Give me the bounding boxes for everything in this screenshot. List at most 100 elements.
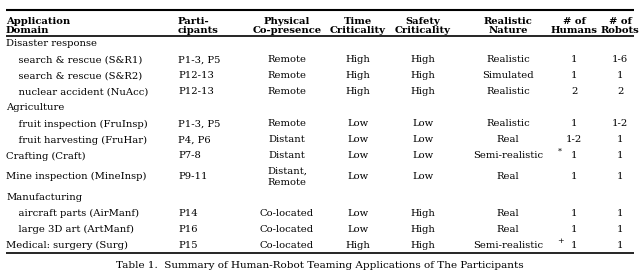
Text: Crafting (Craft): Crafting (Craft) — [6, 152, 86, 160]
Text: Criticality: Criticality — [330, 26, 386, 35]
Text: Remote: Remote — [268, 88, 307, 97]
Text: P7-8: P7-8 — [178, 152, 201, 160]
Text: Semi-realistic: Semi-realistic — [473, 152, 543, 160]
Text: fruit harvesting (FruHar): fruit harvesting (FruHar) — [6, 135, 147, 144]
Text: Low: Low — [348, 172, 369, 181]
Text: large 3D art (ArtManf): large 3D art (ArtManf) — [6, 224, 134, 234]
Text: Simulated: Simulated — [482, 72, 534, 81]
Text: Medical: surgery (Surg): Medical: surgery (Surg) — [6, 240, 128, 250]
Text: Robots: Robots — [600, 26, 639, 35]
Text: P4, P6: P4, P6 — [178, 135, 211, 144]
Text: 1: 1 — [617, 135, 623, 144]
Text: 2: 2 — [617, 88, 623, 97]
Text: 1: 1 — [617, 72, 623, 81]
Text: Realistic: Realistic — [484, 17, 532, 26]
Text: Realistic: Realistic — [486, 119, 530, 128]
Text: Low: Low — [348, 224, 369, 233]
Text: High: High — [411, 72, 435, 81]
Text: 1: 1 — [571, 209, 577, 218]
Text: 1: 1 — [617, 240, 623, 249]
Text: Realistic: Realistic — [486, 55, 530, 64]
Text: search & rescue (S&R1): search & rescue (S&R1) — [6, 55, 142, 64]
Text: fruit inspection (FruInsp): fruit inspection (FruInsp) — [6, 119, 148, 129]
Text: 1: 1 — [617, 172, 623, 181]
Text: Low: Low — [412, 119, 433, 128]
Text: P1-3, P5: P1-3, P5 — [178, 119, 221, 128]
Text: Application: Application — [6, 17, 70, 26]
Text: High: High — [411, 209, 435, 218]
Text: Time: Time — [344, 17, 372, 26]
Text: Manufacturing: Manufacturing — [6, 193, 82, 202]
Text: Safety: Safety — [406, 17, 440, 26]
Text: Nature: Nature — [488, 26, 528, 35]
Text: +: + — [557, 237, 563, 245]
Text: Distant: Distant — [269, 135, 305, 144]
Text: Remote: Remote — [268, 119, 307, 128]
Text: Co-located: Co-located — [260, 224, 314, 233]
Text: High: High — [411, 88, 435, 97]
Text: 1: 1 — [617, 209, 623, 218]
Text: 1: 1 — [571, 240, 577, 249]
Text: Co-presence: Co-presence — [252, 26, 321, 35]
Text: 1: 1 — [571, 119, 577, 128]
Text: P16: P16 — [178, 224, 198, 233]
Text: High: High — [411, 224, 435, 233]
Text: cipants: cipants — [178, 26, 219, 35]
Text: High: High — [346, 88, 371, 97]
Text: 1: 1 — [571, 55, 577, 64]
Text: Real: Real — [497, 224, 519, 233]
Text: Low: Low — [412, 135, 433, 144]
Text: Low: Low — [348, 152, 369, 160]
Text: aircraft parts (AirManf): aircraft parts (AirManf) — [6, 208, 139, 218]
Text: Remote: Remote — [268, 55, 307, 64]
Text: 1: 1 — [571, 152, 577, 160]
Text: Domain: Domain — [6, 26, 49, 35]
Text: P1-3, P5: P1-3, P5 — [178, 55, 221, 64]
Text: P12-13: P12-13 — [178, 72, 214, 81]
Text: Distant,
Remote: Distant, Remote — [267, 166, 307, 187]
Text: 1: 1 — [617, 224, 623, 233]
Text: Low: Low — [348, 209, 369, 218]
Text: Semi-realistic: Semi-realistic — [473, 240, 543, 249]
Text: Humans: Humans — [550, 26, 598, 35]
Text: Low: Low — [412, 152, 433, 160]
Text: Low: Low — [348, 119, 369, 128]
Text: nuclear accident (NuAcc): nuclear accident (NuAcc) — [6, 88, 148, 97]
Text: 1-2: 1-2 — [612, 119, 628, 128]
Text: 1: 1 — [571, 172, 577, 181]
Text: Real: Real — [497, 209, 519, 218]
Text: Real: Real — [497, 172, 519, 181]
Text: P14: P14 — [178, 209, 198, 218]
Text: Mine inspection (MineInsp): Mine inspection (MineInsp) — [6, 172, 147, 181]
Text: # of: # of — [563, 17, 586, 26]
Text: High: High — [411, 240, 435, 249]
Text: Low: Low — [348, 135, 369, 144]
Text: High: High — [411, 55, 435, 64]
Text: Table 1.  Summary of Human-Robot Teaming Applications of The Participants: Table 1. Summary of Human-Robot Teaming … — [116, 261, 524, 270]
Text: 2: 2 — [571, 88, 577, 97]
Text: Agriculture: Agriculture — [6, 104, 65, 113]
Text: Disaster response: Disaster response — [6, 39, 97, 48]
Text: 1: 1 — [617, 152, 623, 160]
Text: High: High — [346, 55, 371, 64]
Text: 1-6: 1-6 — [612, 55, 628, 64]
Text: Co-located: Co-located — [260, 240, 314, 249]
Text: Low: Low — [412, 172, 433, 181]
Text: High: High — [346, 72, 371, 81]
Text: Real: Real — [497, 135, 519, 144]
Text: Co-located: Co-located — [260, 209, 314, 218]
Text: search & rescue (S&R2): search & rescue (S&R2) — [6, 72, 142, 81]
Text: # of: # of — [609, 17, 632, 26]
Text: Realistic: Realistic — [486, 88, 530, 97]
Text: P9-11: P9-11 — [178, 172, 207, 181]
Text: Physical: Physical — [264, 17, 310, 26]
Text: 1: 1 — [571, 72, 577, 81]
Text: Criticality: Criticality — [395, 26, 451, 35]
Text: *: * — [558, 148, 562, 156]
Text: Distant: Distant — [269, 152, 305, 160]
Text: 1: 1 — [571, 224, 577, 233]
Text: 1-2: 1-2 — [566, 135, 582, 144]
Text: Remote: Remote — [268, 72, 307, 81]
Text: High: High — [346, 240, 371, 249]
Text: Parti-: Parti- — [178, 17, 210, 26]
